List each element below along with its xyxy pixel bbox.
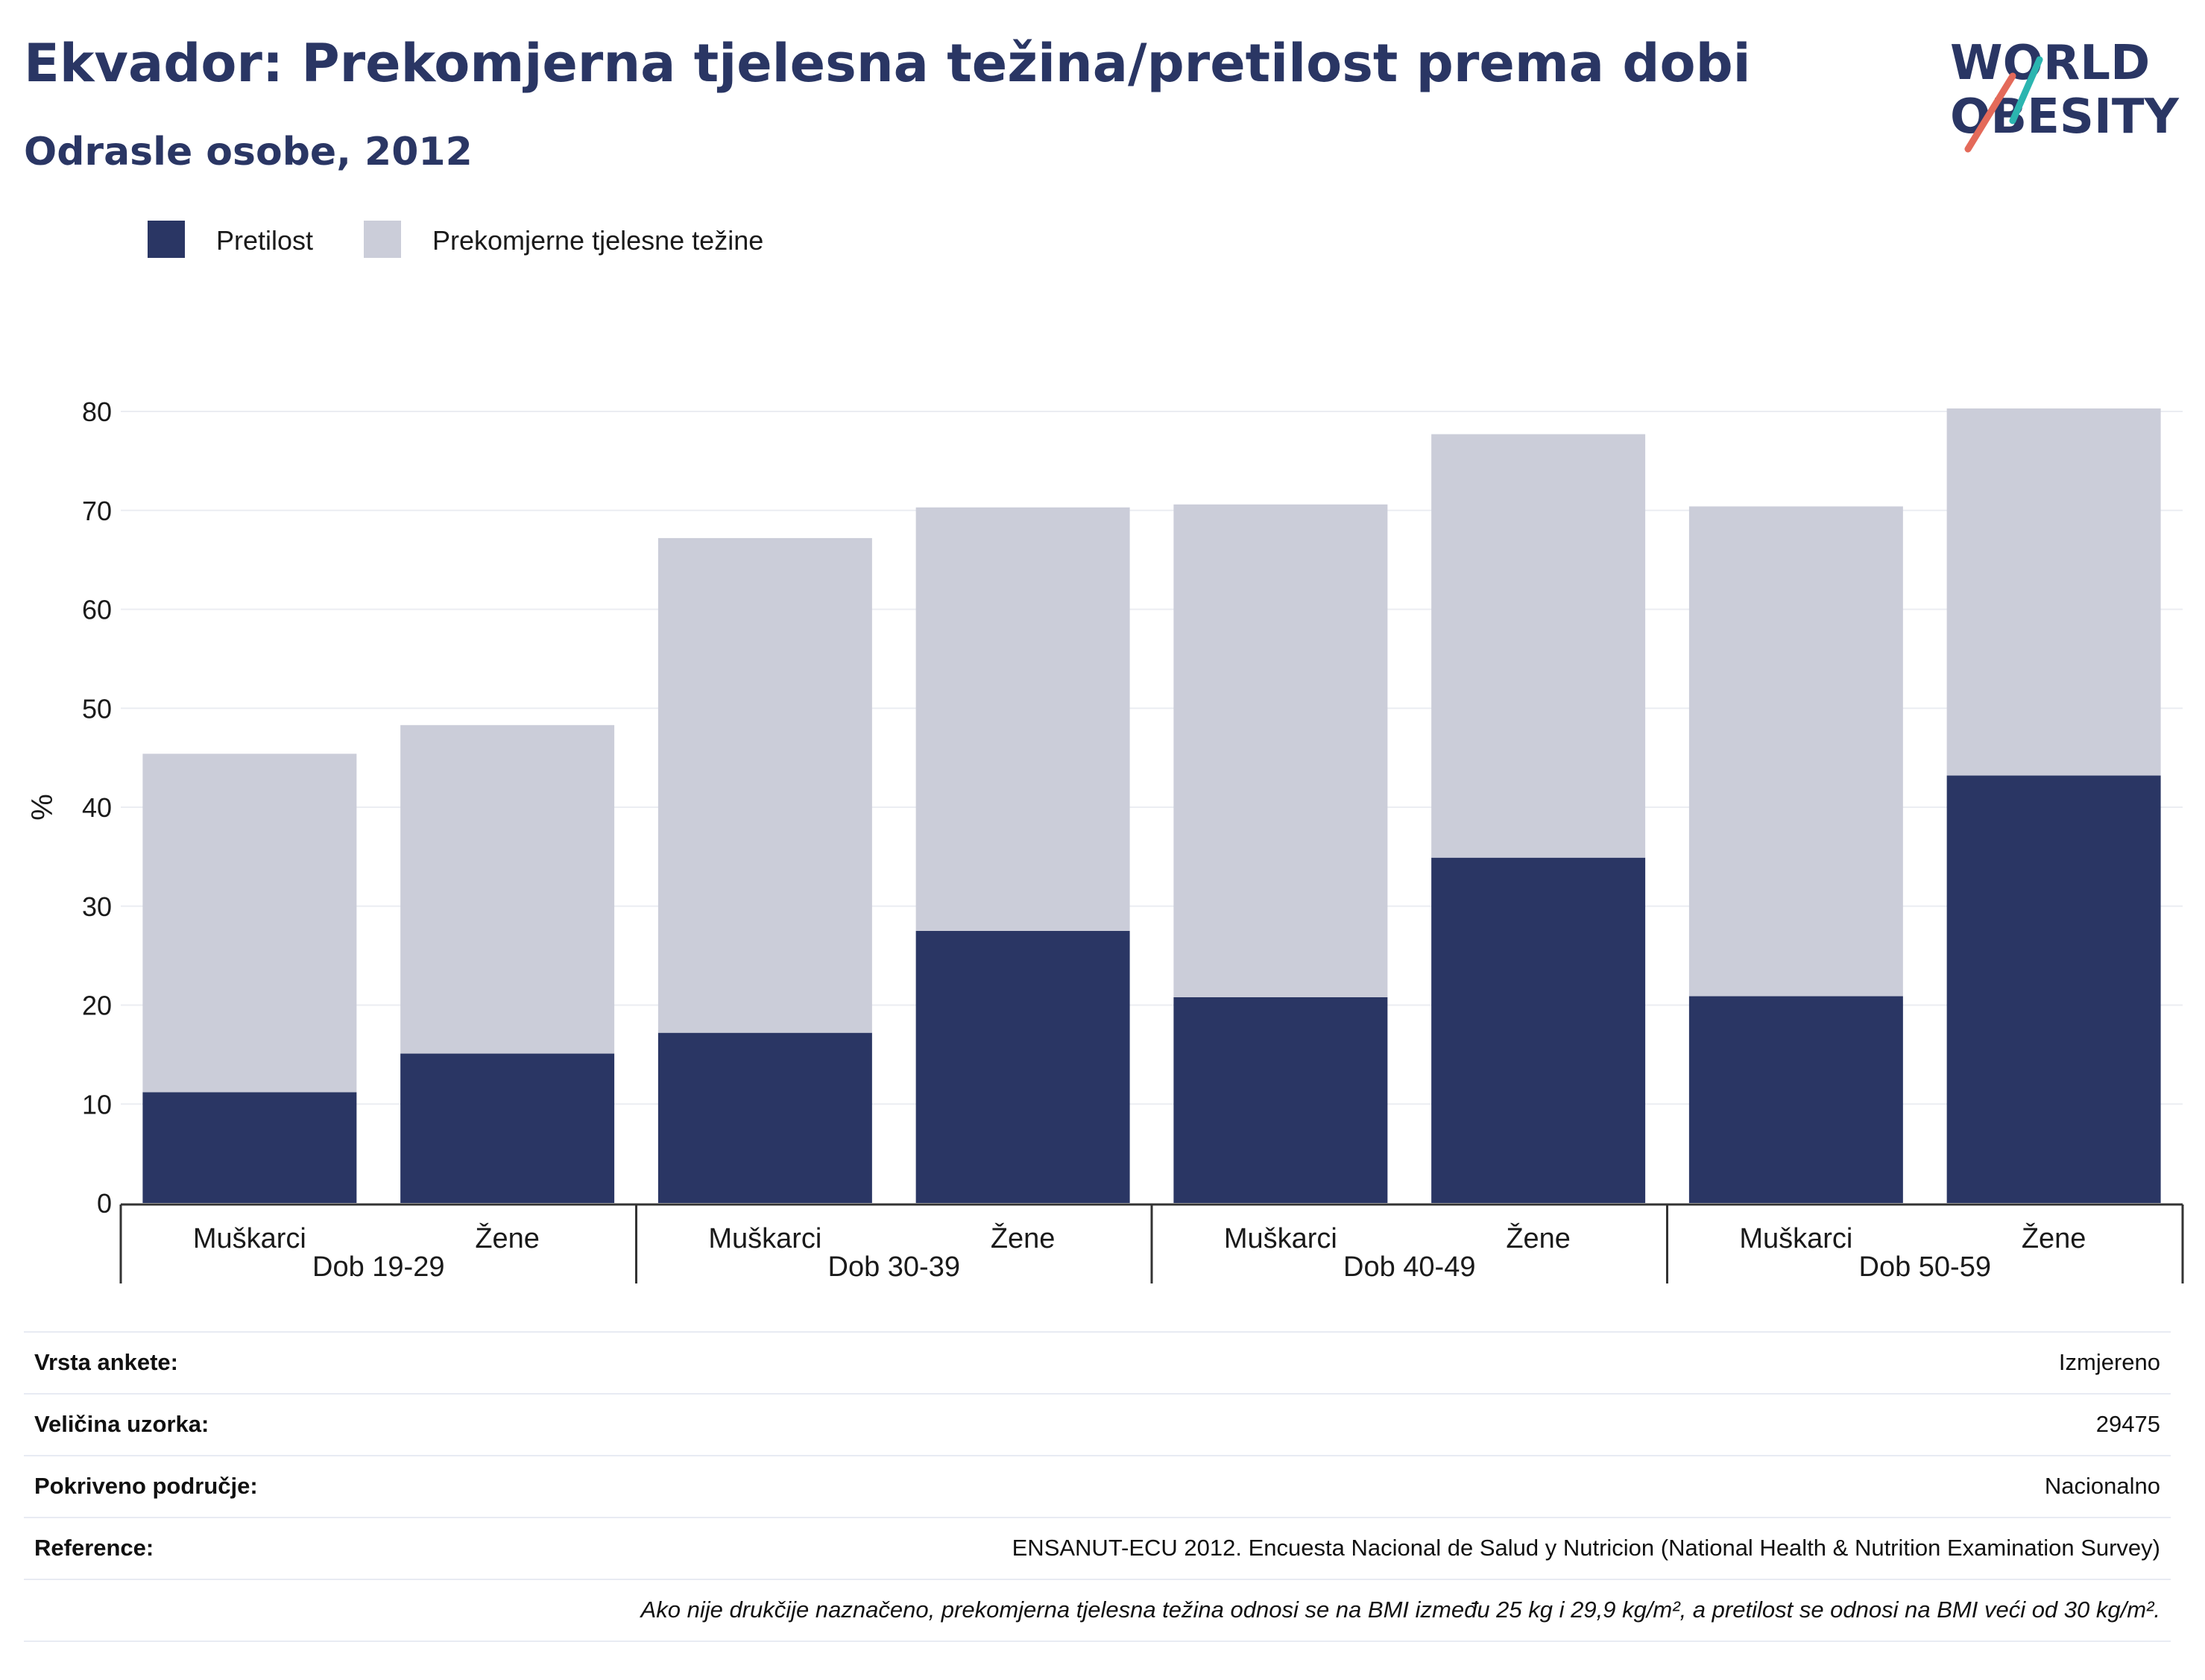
info-row-sample-size: Veličina uzorka: 29475 xyxy=(24,1395,2171,1456)
y-tick-label: 10 xyxy=(82,1089,112,1120)
bar-pretilost xyxy=(1173,997,1388,1203)
x-category-label: Žene xyxy=(1506,1222,1571,1254)
x-category-label: Muškarci xyxy=(193,1223,306,1254)
info-key: Reference: xyxy=(34,1535,154,1561)
bar-prekomjerne xyxy=(400,724,615,1054)
bar-prekomjerne xyxy=(1946,408,2161,776)
y-tick-label: 40 xyxy=(82,792,112,823)
bar-pretilost xyxy=(657,1032,872,1203)
info-value: Izmjereno xyxy=(2058,1349,2160,1375)
x-group-label: Dob 30-39 xyxy=(828,1251,960,1283)
y-tick-label: 50 xyxy=(82,693,112,724)
y-tick-label: 0 xyxy=(97,1188,112,1219)
info-value: 29475 xyxy=(2095,1411,2160,1437)
x-group-label: Dob 19-29 xyxy=(312,1251,444,1283)
info-row-survey-type: Vrsta ankete: Izmjereno xyxy=(24,1333,2171,1395)
info-key: Pokriveno područje: xyxy=(34,1473,258,1499)
chart-title: Ekvador: Prekomjerna tjelesna težina/pre… xyxy=(24,33,1751,94)
info-key: Vrsta ankete: xyxy=(34,1349,178,1375)
bar-prekomjerne xyxy=(142,754,357,1093)
legend-swatch-prekomjerne xyxy=(364,221,401,258)
x-category-label: Muškarci xyxy=(708,1223,821,1254)
x-category-label: Žene xyxy=(2022,1222,2086,1254)
bar-pretilost xyxy=(400,1053,615,1203)
logo-slash-red xyxy=(1964,72,2016,153)
bmi-definition-note: Ako nije drukčije naznačeno, prekomjerna… xyxy=(640,1597,2160,1623)
bar-pretilost xyxy=(1688,996,1903,1203)
info-row-reference: Reference: ENSANUT-ECU 2012. Encuesta Na… xyxy=(24,1518,2171,1580)
bar-prekomjerne xyxy=(1688,506,1903,997)
x-category-label: Žene xyxy=(991,1222,1056,1254)
x-group-label: Dob 40-49 xyxy=(1343,1251,1475,1283)
logo-slash-teal xyxy=(2009,56,2043,124)
bar-pretilost xyxy=(915,930,1130,1203)
bar-prekomjerne xyxy=(1431,434,1646,858)
bar-chart: 0 10 20 30 40 50 60 70 80% Muškarci Žene Muškarci Že… xyxy=(26,397,2184,1283)
x-category-label: Muškarci xyxy=(1224,1223,1337,1254)
y-tick-label: 80 xyxy=(82,397,112,427)
bar-pretilost xyxy=(1431,857,1646,1203)
survey-info-table: Vrsta ankete: Izmjereno Veličina uzorka:… xyxy=(24,1331,2171,1642)
logo-line-1: WORLD xyxy=(1950,36,2150,91)
y-tick-label: 30 xyxy=(82,891,112,922)
x-group-label: Dob 50-59 xyxy=(1859,1251,1991,1283)
bar-pretilost xyxy=(142,1092,357,1203)
info-row-coverage: Pokriveno područje: Nacionalno xyxy=(24,1456,2171,1518)
x-category-label: Muškarci xyxy=(1739,1223,1852,1254)
info-row-note: Ako nije drukčije naznačeno, prekomjerna… xyxy=(24,1580,2171,1642)
legend-swatch-pretilost xyxy=(148,221,185,258)
legend-label-pretilost: Pretilost xyxy=(216,225,314,256)
y-tick-label: 70 xyxy=(82,496,112,526)
bar-prekomjerne xyxy=(657,537,872,1033)
bar-prekomjerne xyxy=(915,507,1130,931)
y-tick-label: 20 xyxy=(82,991,112,1021)
info-key: Veličina uzorka: xyxy=(34,1411,209,1437)
info-value: Nacionalno xyxy=(2044,1473,2160,1499)
y-axis-title: % xyxy=(26,794,59,821)
legend-label-prekomjerne: Prekomjerne tjelesne težine xyxy=(432,225,764,256)
x-category-label: Žene xyxy=(475,1222,540,1254)
chart-subtitle: Odrasle osobe, 2012 xyxy=(24,130,473,174)
world-obesity-logo: WORLD OBESITY xyxy=(1950,36,2179,153)
bar-prekomjerne xyxy=(1173,504,1388,997)
y-tick-label: 60 xyxy=(82,595,112,625)
info-value: ENSANUT-ECU 2012. Encuesta Nacional de S… xyxy=(1012,1535,2160,1561)
bar-pretilost xyxy=(1946,775,2161,1203)
